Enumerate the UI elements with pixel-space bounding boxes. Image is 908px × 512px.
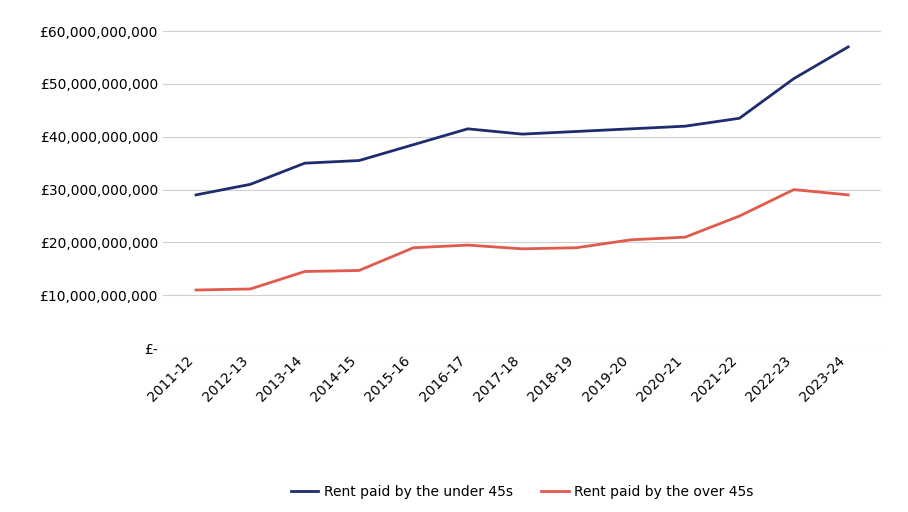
Rent paid by the under 45s (788, 76, 799, 82)
Rent paid by the over 45s (680, 234, 691, 240)
Rent paid by the over 45s (245, 286, 256, 292)
Line: Rent paid by the under 45s: Rent paid by the under 45s (196, 47, 848, 195)
Rent paid by the under 45s (517, 131, 528, 137)
Rent paid by the over 45s (462, 242, 473, 248)
Rent paid by the over 45s (191, 287, 202, 293)
Rent paid by the under 45s (408, 142, 419, 148)
Line: Rent paid by the over 45s: Rent paid by the over 45s (196, 189, 848, 290)
Rent paid by the under 45s (300, 160, 311, 166)
Rent paid by the under 45s (626, 126, 637, 132)
Rent paid by the over 45s (734, 213, 745, 219)
Rent paid by the under 45s (191, 192, 202, 198)
Rent paid by the under 45s (680, 123, 691, 129)
Rent paid by the over 45s (788, 186, 799, 193)
Rent paid by the over 45s (843, 192, 854, 198)
Rent paid by the over 45s (571, 245, 582, 251)
Rent paid by the over 45s (300, 268, 311, 274)
Rent paid by the under 45s (245, 181, 256, 187)
Rent paid by the over 45s (408, 245, 419, 251)
Legend: Rent paid by the under 45s, Rent paid by the over 45s: Rent paid by the under 45s, Rent paid by… (285, 480, 759, 505)
Rent paid by the under 45s (843, 44, 854, 50)
Rent paid by the under 45s (734, 115, 745, 121)
Rent paid by the over 45s (517, 246, 528, 252)
Rent paid by the over 45s (626, 237, 637, 243)
Rent paid by the under 45s (462, 126, 473, 132)
Rent paid by the over 45s (353, 267, 364, 273)
Rent paid by the under 45s (353, 158, 364, 164)
Rent paid by the under 45s (571, 129, 582, 135)
